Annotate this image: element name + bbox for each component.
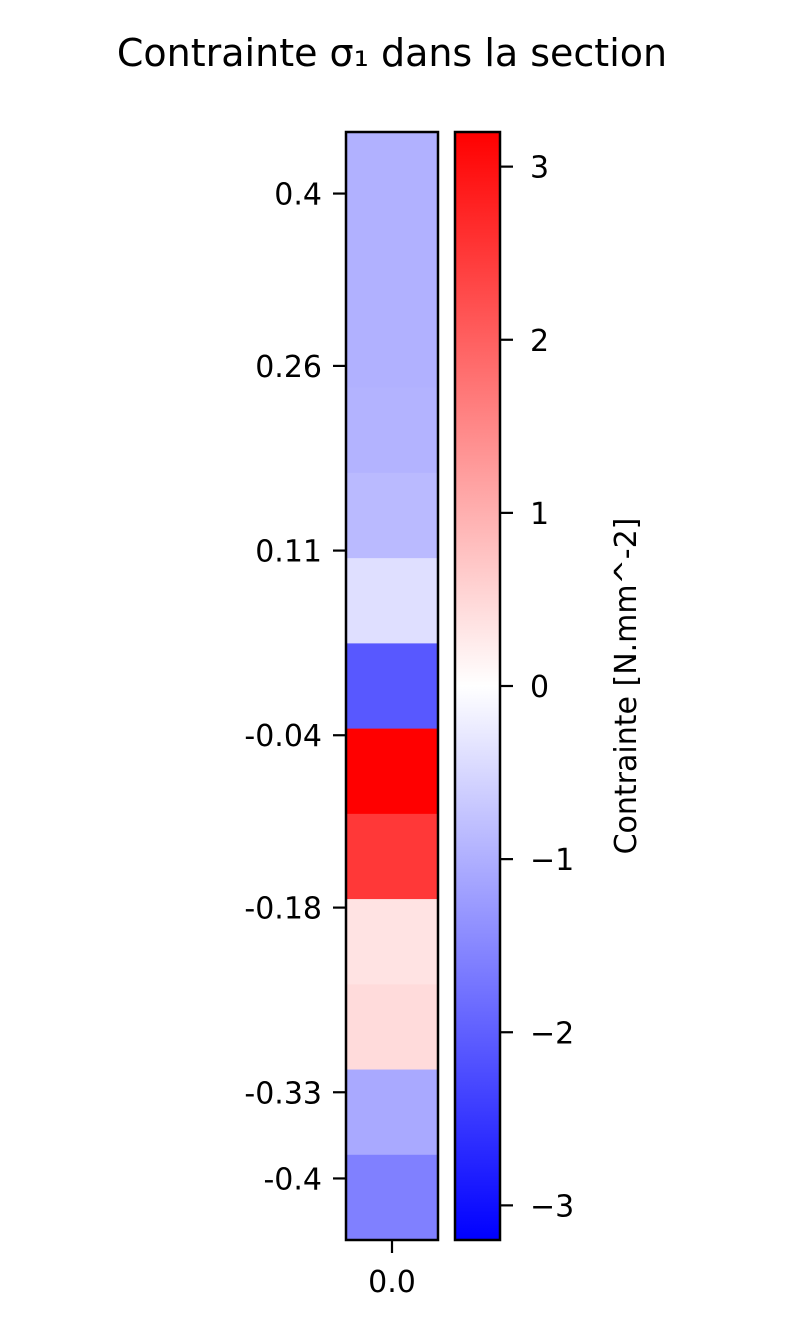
heatmap-cell (346, 728, 438, 815)
colorbar-axis: 3 2 1 0 −1 −2 −3 (500, 151, 574, 1224)
heatmap-cell (346, 899, 438, 985)
y-tick-label: 0.26 (255, 350, 322, 385)
colorbar-tick-label: 0 (530, 670, 549, 705)
y-tick-label: 0.4 (274, 178, 322, 213)
heatmap-cell (346, 643, 438, 730)
y-tick-label: -0.33 (244, 1076, 322, 1111)
y-tick-label: -0.4 (263, 1162, 322, 1197)
heatmap-cell (346, 813, 438, 900)
heatmap-cell (346, 1069, 438, 1156)
colorbar-tick-label: −1 (530, 843, 574, 878)
heatmap-cell (346, 472, 438, 559)
y-tick-label: -0.18 (244, 892, 322, 927)
y-axis: 0.4 0.26 0.11 -0.04 -0.18 -0.33 -0.4 (244, 178, 346, 1197)
x-axis: 0.0 (368, 1240, 416, 1300)
heatmap-cell (346, 217, 438, 304)
heatmap-cell (346, 302, 438, 389)
colorbar-label: Contrainte [N.mm^-2] (609, 518, 644, 855)
x-tick-label: 0.0 (368, 1265, 416, 1300)
heatmap-cell (346, 387, 438, 474)
colorbar-tick-label: −2 (530, 1016, 574, 1051)
heatmap-cell (346, 558, 438, 644)
colorbar-tick-label: −3 (530, 1189, 574, 1224)
heatmap-plot (346, 132, 438, 1241)
heatmap-cell (346, 132, 438, 218)
chart-title: Contrainte σ₁ dans la section (117, 31, 667, 75)
colorbar-tick-label: 1 (530, 497, 549, 532)
y-tick-label: -0.04 (244, 719, 322, 754)
heatmap-cell (346, 984, 438, 1071)
heatmap-cell (346, 1154, 438, 1241)
y-tick-label: 0.11 (255, 535, 322, 570)
colorbar-tick-label: 3 (530, 151, 549, 186)
colorbar-gradient (455, 132, 500, 1240)
colorbar-tick-label: 2 (530, 324, 549, 359)
